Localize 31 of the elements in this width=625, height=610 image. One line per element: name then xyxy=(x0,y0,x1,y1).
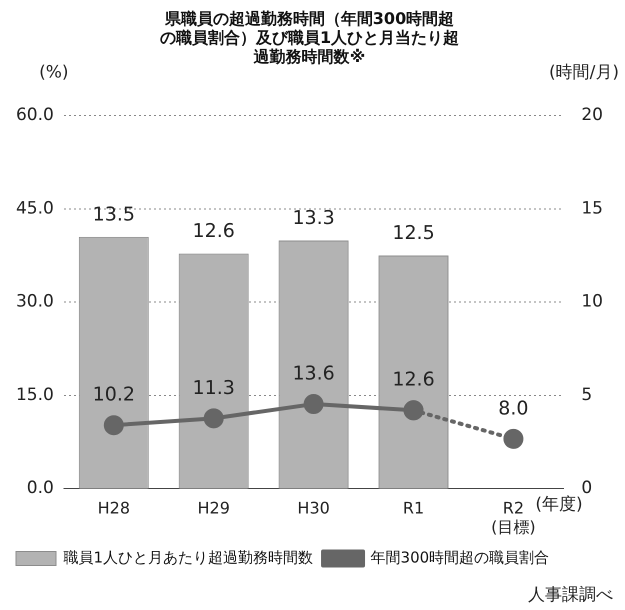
y2-axis-title: (時間/月) xyxy=(549,62,619,83)
data-label: 11.3 xyxy=(192,376,235,399)
y-tick-label: 30.0 xyxy=(16,292,54,312)
data-label: 13.3 xyxy=(292,206,335,229)
y2-tick-label: 10 xyxy=(581,292,604,312)
y2-tick-label: 20 xyxy=(581,105,604,126)
data-label: 12.5 xyxy=(392,222,435,244)
y-tick-label: 45.0 xyxy=(16,198,54,218)
data-label: 13.6 xyxy=(292,362,335,384)
legend-label: 年間300時間超の職員割合 xyxy=(370,548,550,566)
x-tick-label: R2 (目標) xyxy=(491,498,536,537)
x-tick-label: R1 xyxy=(402,498,424,518)
legend-label: 職員1人ひと月あたり超過勤務時間数 xyxy=(64,548,314,566)
x-tick-label: H28 xyxy=(98,498,130,518)
y-tick-label: 60.0 xyxy=(16,105,54,126)
data-label: 8.0 xyxy=(498,397,529,420)
data-label: 10.2 xyxy=(92,384,135,406)
x-tick-label: H30 xyxy=(297,498,330,518)
data-label: 12.6 xyxy=(392,368,435,391)
y-tick-label: 0.0 xyxy=(26,478,54,498)
y2-tick-label: 5 xyxy=(581,384,592,405)
x-tick-label: H29 xyxy=(198,498,230,518)
y-axis-title: (%) xyxy=(39,62,69,83)
y-tick-label: 15.0 xyxy=(16,384,54,405)
y2-tick-label: 15 xyxy=(581,198,604,218)
chart-title: 県職員の超過勤務時間（年間300時間超の職員割合）及び職員1人ひと月当たり超過勤務時間数※ xyxy=(160,8,460,66)
text: 人事課調べ xyxy=(528,584,613,605)
data-label: 12.6 xyxy=(192,220,235,242)
x-axis-title: (年度) xyxy=(535,494,583,515)
data-label: 13.5 xyxy=(92,203,135,226)
y2-tick-label: 0 xyxy=(581,478,592,498)
